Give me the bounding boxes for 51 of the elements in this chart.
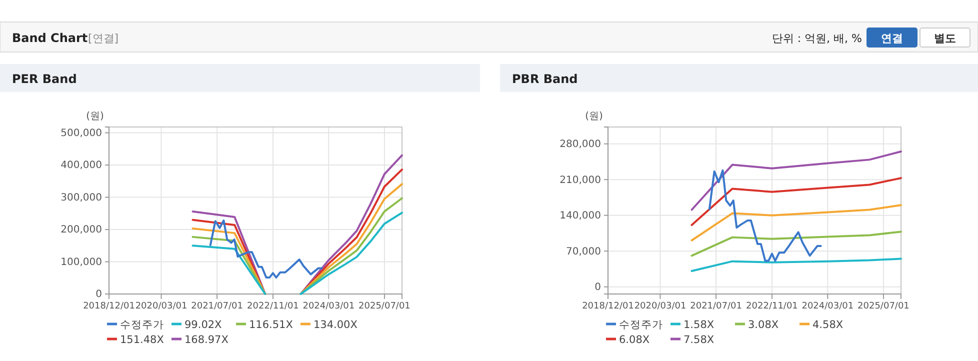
- chart-title: PBR Band: [512, 72, 578, 86]
- toggle-button-selected: 연결: [866, 28, 918, 48]
- y-tick-label: 100,000: [60, 256, 102, 268]
- x-tick-label: 2024/03/01: [302, 301, 355, 312]
- y-tick-label: 400,000: [60, 160, 102, 172]
- line-series: [690, 258, 902, 272]
- legend-label: 134.00X: [314, 319, 358, 331]
- legend-label: 1.58X: [684, 319, 714, 331]
- legend-label: 116.51X: [249, 319, 293, 331]
- y-tick-label: 210,000: [560, 174, 601, 186]
- text: [연결]: [88, 32, 119, 45]
- line-series: [690, 204, 902, 242]
- y-axis-title: (원): [585, 111, 603, 122]
- x-tick-label: 2021/07/01: [690, 301, 742, 312]
- line-series: [708, 169, 822, 262]
- legend-label: 99.02X: [184, 319, 222, 331]
- legend-label: 수정주가: [619, 319, 663, 331]
- x-tick-label: 2021/07/01: [191, 301, 243, 312]
- x-tick-label: 2024/03/01: [802, 301, 854, 312]
- y-tick-label: 70,000: [566, 246, 601, 258]
- text: 단위 : 억원, 배, %: [772, 32, 862, 45]
- x-tick-label: 2018/12/01: [83, 301, 135, 312]
- line-series: [690, 177, 902, 226]
- x-tick-label: 2022/11/01: [247, 301, 299, 312]
- legend-label: 4.58X: [812, 319, 844, 331]
- y-tick-label: 0: [96, 289, 102, 300]
- y-tick-label: 140,000: [560, 210, 601, 222]
- y-axis-title: (원): [86, 111, 104, 122]
- x-tick-label: 2018/12/01: [582, 301, 634, 312]
- line-series: [690, 150, 902, 211]
- y-tick-label: 500,000: [60, 128, 102, 140]
- y-tick-label: 280,000: [560, 139, 601, 150]
- legend-label: 151.48X: [120, 334, 164, 346]
- chart-title: PER Band: [12, 72, 77, 86]
- legend-label: 3.08X: [748, 319, 779, 331]
- legend-label: 7.58X: [684, 334, 714, 346]
- y-tick-label: 300,000: [60, 192, 102, 204]
- line-series: [690, 230, 902, 257]
- y-tick-label: 0: [594, 282, 601, 294]
- toggle-button: 별도: [920, 28, 970, 48]
- x-tick-label: 2025/07/01: [858, 301, 910, 312]
- text: Band Chart: [12, 31, 88, 45]
- x-tick-label: 2020/03/01: [135, 301, 188, 312]
- y-tick-label: 200,000: [60, 224, 102, 236]
- x-tick-label: 2020/03/01: [634, 301, 686, 312]
- legend-label: 수정주가: [120, 319, 164, 331]
- legend-label: 168.97X: [184, 334, 228, 346]
- x-tick-label: 2025/07/01: [358, 301, 410, 312]
- line-series: [209, 219, 323, 279]
- legend-label: 6.08X: [619, 334, 650, 346]
- x-tick-label: 2022/11/01: [746, 301, 798, 312]
